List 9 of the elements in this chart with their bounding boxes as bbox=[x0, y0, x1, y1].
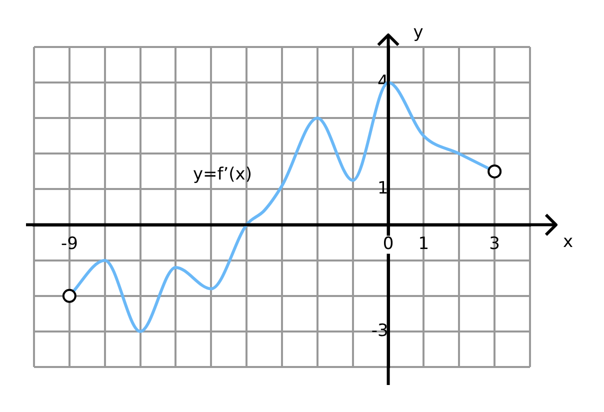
x-axis-title: x bbox=[562, 232, 574, 252]
x-tick-label: 1 bbox=[418, 234, 430, 254]
y-axis-title: y bbox=[413, 22, 424, 42]
y-tick-label: 1 bbox=[377, 178, 388, 199]
annotation: y=f’(x) bbox=[192, 164, 252, 184]
x-tick-label: -9 bbox=[60, 234, 78, 254]
x-tick-label: 0 bbox=[382, 234, 394, 254]
x-tick-label: 3 bbox=[489, 234, 500, 254]
y-tick-label: -3 bbox=[371, 320, 388, 341]
